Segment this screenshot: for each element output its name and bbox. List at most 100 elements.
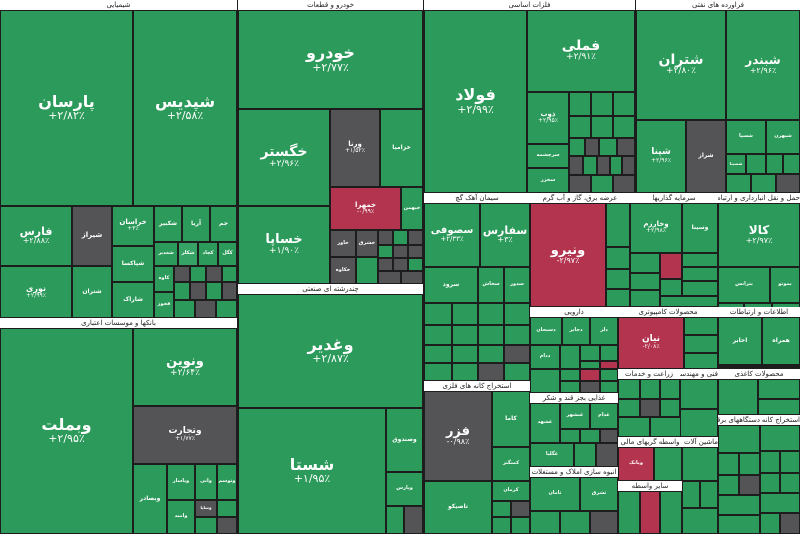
tile-small[interactable] <box>682 508 718 534</box>
tile-khsapa[interactable]: خساپا +۱/۹۰٪ <box>238 206 330 284</box>
tile-small[interactable] <box>682 253 718 267</box>
sector-header-misc-services[interactable]: زراعت و خدمات <box>618 369 680 379</box>
tile-small[interactable] <box>660 296 718 307</box>
tile-small[interactable] <box>610 156 622 175</box>
sector-header-chemical[interactable]: شیمیایی <box>0 0 237 10</box>
tile-t15[interactable]: شبهرن <box>766 120 800 154</box>
tile-t1[interactable]: شکبیر <box>154 206 182 242</box>
tile-small[interactable] <box>682 267 718 281</box>
tile-small[interactable] <box>718 453 739 475</box>
tile-small[interactable] <box>492 517 511 534</box>
tile-small[interactable] <box>660 279 682 296</box>
tile-small[interactable] <box>195 517 217 534</box>
tile-small[interactable] <box>393 258 408 271</box>
tile-small[interactable] <box>585 138 599 156</box>
tile-vezmeyn[interactable]: وخارزم +۲/۹۸٪ <box>630 203 682 253</box>
tile-small[interactable] <box>613 175 635 193</box>
tile-small[interactable] <box>660 379 680 399</box>
sector-header-financial[interactable]: واسطه گریهای مالی <box>618 437 682 447</box>
tile-small[interactable] <box>650 417 682 437</box>
tile-small[interactable] <box>682 447 718 481</box>
tile-vesina[interactable]: وسینا <box>682 203 718 253</box>
tile-small[interactable] <box>222 266 237 282</box>
sector-header-cement[interactable]: سیمان آهک گچ <box>424 193 530 203</box>
tile-small[interactable] <box>640 379 660 399</box>
tile-small[interactable] <box>530 511 560 534</box>
tile-small[interactable] <box>511 517 530 534</box>
sector-header-mining[interactable]: استخراج کانه های فلزی <box>424 381 530 391</box>
tile-small[interactable] <box>590 511 618 534</box>
tile-shapna[interactable]: شپنا +۲/۹۶٪ <box>636 120 686 193</box>
tile-t14[interactable]: شراز <box>686 120 726 193</box>
tile-small[interactable] <box>424 363 452 381</box>
tile-small[interactable] <box>780 513 800 534</box>
sector-header-electric[interactable]: دستگاههای برقی <box>718 415 760 425</box>
tile-small[interactable] <box>560 511 590 534</box>
tile-small[interactable] <box>386 506 404 534</box>
tile-small[interactable] <box>618 491 640 534</box>
tile-small[interactable] <box>452 345 478 363</box>
tile-small[interactable] <box>452 325 478 345</box>
tile-t45[interactable]: بترانس <box>718 267 770 303</box>
sector-header-utilities[interactable]: عرضه برق، گاز و آب گرم <box>530 193 630 203</box>
tile-fars[interactable]: فارس +۲/۸۸٪ <box>0 206 72 266</box>
tile-small[interactable] <box>504 363 530 381</box>
tile-small[interactable] <box>613 92 635 116</box>
sector-header-basic-metals[interactable]: فلزات اساسی <box>424 0 635 10</box>
sector-header-info[interactable]: اطلاعات و ارتباطات <box>718 307 800 317</box>
tile-small[interactable] <box>718 495 760 515</box>
tile-t22[interactable]: خاور <box>330 230 356 257</box>
sector-header-food[interactable]: غذایی بجز قند و شکر <box>530 393 618 403</box>
tile-t23[interactable]: خکاوه <box>330 257 356 284</box>
tile-t29[interactable]: دسبحان <box>530 317 562 345</box>
tile-small[interactable] <box>758 399 800 415</box>
tile-t56[interactable]: وصندوق <box>386 408 423 472</box>
tile-kala[interactable]: کالا +۲/۹۷٪ <box>718 203 800 267</box>
sector-header-auto[interactable]: خودرو و قطعات <box>238 0 423 10</box>
sector-header-nonmetal-mining[interactable]: استخراج کانه غیر فلزی <box>760 415 800 425</box>
tile-small[interactable] <box>378 258 393 271</box>
tile-small[interactable] <box>760 493 800 513</box>
tile-vaghadir[interactable]: وغدیر +۲/۸۷٪ <box>238 294 423 408</box>
tile-small[interactable] <box>504 325 530 345</box>
tile-small[interactable] <box>452 363 478 381</box>
tile-small[interactable] <box>660 399 680 417</box>
tile-small[interactable] <box>190 266 206 282</box>
sector-header-textile[interactable]: انبوه سازی املاک و مستغلات <box>530 467 618 477</box>
sector-header-paper[interactable]: محصولات کاغذی <box>718 369 800 379</box>
tile-small[interactable] <box>596 443 618 467</box>
tile-small[interactable] <box>569 175 591 193</box>
tile-small[interactable] <box>569 92 591 116</box>
tile-small[interactable] <box>640 491 660 534</box>
tile-parsan[interactable]: پارسان +۲/۸۲٪ <box>0 10 133 206</box>
tile-khazamia[interactable]: خزامیا <box>380 109 423 187</box>
tile-small[interactable] <box>780 473 800 493</box>
tile-small[interactable] <box>599 138 617 156</box>
tile-t49[interactable]: غبشهر <box>560 403 590 429</box>
tile-t33[interactable]: کاما <box>492 391 530 447</box>
tile-small[interactable] <box>591 92 613 116</box>
tile-small[interactable] <box>560 345 580 369</box>
tile-small[interactable] <box>401 271 423 284</box>
tile-small[interactable] <box>478 325 504 345</box>
tile-small[interactable] <box>452 303 478 325</box>
tile-small[interactable] <box>478 345 504 363</box>
tile-small[interactable] <box>783 154 800 174</box>
tile-t57[interactable]: وپارس <box>386 472 423 506</box>
tile-small[interactable] <box>408 258 423 271</box>
tile-small[interactable] <box>174 300 195 318</box>
tile-shabandar[interactable]: شبندر +۲/۹۶٪ <box>726 10 800 120</box>
tile-small[interactable] <box>580 345 600 361</box>
tile-small[interactable] <box>630 273 660 290</box>
sector-header-investment-co[interactable]: سرمایه گذاریها <box>630 193 718 203</box>
tile-small[interactable] <box>660 253 682 279</box>
tile-small[interactable] <box>684 317 718 335</box>
tile-small[interactable] <box>393 245 408 258</box>
tile-small[interactable] <box>606 289 630 307</box>
tile-shiraz[interactable]: شیراز <box>72 206 112 266</box>
sector-header-transport[interactable]: حمل و نقل انبارداری و ارتباطات <box>718 193 800 203</box>
tile-small[interactable] <box>580 369 600 381</box>
tile-t52[interactable]: ثامان <box>530 477 580 511</box>
tile-small[interactable] <box>600 369 618 381</box>
tile-small[interactable] <box>492 501 511 517</box>
